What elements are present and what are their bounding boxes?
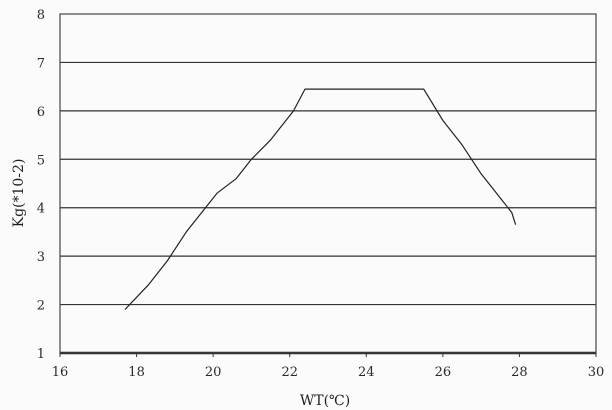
x-tick-label: 22 [281,365,298,380]
series-layer [124,88,517,310]
y-tick-label: 8 [37,8,45,23]
y-tick-label: 2 [37,299,45,314]
x-tick-label: 30 [588,365,605,380]
plot-frame [59,13,597,354]
x-tick-label: 24 [358,365,375,380]
grid-layer [60,61,596,355]
x-tick-label: 18 [128,365,145,380]
x-tick-label: 20 [205,365,222,380]
x-tick-label: 16 [52,365,69,380]
series-line-0 [124,88,517,310]
x-tick-label: 28 [511,365,528,380]
y-tick-label: 3 [37,250,45,265]
y-tick-label: 7 [37,56,45,71]
y-tick-label: 1 [37,347,45,362]
y-axis-label: Kg(*10-2) [11,159,27,228]
tick-layer: 1 2 3 4 5 6 7 8 16 18 20 22 24 26 28 30 [37,8,605,380]
x-axis-label: WT(℃) [300,393,350,409]
y-tick-label: 4 [37,202,45,217]
y-tick-label: 5 [37,153,45,168]
y-tick-label: 6 [37,105,45,120]
x-tick-label: 26 [435,365,452,380]
